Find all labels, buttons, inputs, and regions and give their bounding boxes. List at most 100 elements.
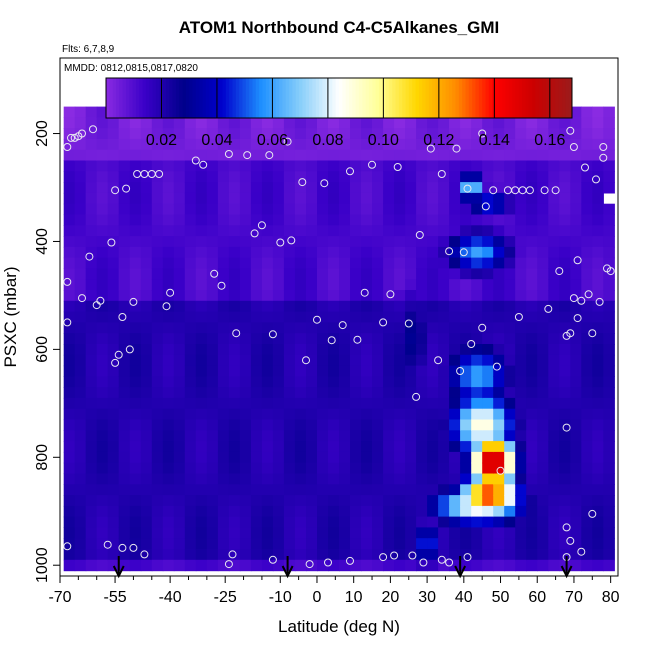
heatmap-cell: [394, 354, 406, 367]
heatmap-cell: [85, 128, 98, 140]
heatmap-cell: [372, 322, 384, 334]
heatmap-cell: [449, 117, 461, 129]
heatmap-cell: [361, 505, 373, 518]
heatmap-cell: [283, 473, 296, 485]
heatmap-cell: [515, 559, 527, 572]
heatmap-cell: [361, 138, 373, 151]
heatmap-cell: [250, 559, 263, 572]
heatmap-cell: [184, 559, 197, 572]
heatmap-cell: [306, 559, 318, 572]
heatmap-cell: [195, 257, 208, 269]
heatmap-cell: [526, 214, 538, 226]
heatmap-cell: [350, 484, 362, 496]
heatmap-cell: [151, 149, 164, 162]
heatmap-cell: [449, 451, 461, 464]
heatmap-cell: [118, 559, 131, 572]
heatmap-cell: [173, 333, 186, 345]
heatmap-cell: [228, 387, 241, 399]
heatmap-cell: [140, 236, 153, 248]
heatmap-cell: [592, 290, 604, 302]
heatmap-cell: [416, 203, 428, 216]
heatmap-cell: [272, 441, 285, 453]
heatmap-cell: [250, 397, 263, 410]
heatmap-cell: [239, 268, 252, 280]
heatmap-cell: [206, 333, 219, 345]
heatmap-cell: [195, 203, 208, 216]
heatmap-cell: [361, 128, 373, 140]
sample-point: [243, 151, 252, 160]
heatmap-cell: [195, 160, 208, 172]
heatmap-cell: [570, 333, 582, 345]
heatmap-cell: [339, 441, 351, 453]
heatmap-cell: [140, 203, 153, 216]
heatmap-cell: [228, 149, 241, 162]
heatmap-cell: [283, 559, 296, 572]
heatmap-cell: [405, 236, 417, 248]
heatmap-cell: [184, 290, 197, 302]
heatmap-cell: [570, 322, 582, 334]
heatmap-cell: [250, 257, 263, 269]
heatmap-cell: [129, 117, 142, 129]
heatmap-cell: [217, 344, 230, 356]
heatmap-cell: [272, 279, 285, 291]
heatmap-cell: [526, 290, 538, 302]
heatmap-cell: [592, 149, 604, 162]
heatmap-cell: [570, 538, 582, 550]
heatmap-cell: [317, 430, 329, 442]
heatmap-cell: [228, 516, 241, 528]
heatmap-cell: [416, 430, 428, 442]
heatmap-cell: [537, 290, 549, 302]
heatmap-cell: [350, 138, 362, 151]
heatmap-cell: [239, 538, 252, 550]
heatmap-cell: [372, 397, 384, 410]
heatmap-cell: [74, 559, 87, 572]
colorbar-segment: [402, 78, 407, 118]
heatmap-cell: [592, 236, 604, 248]
heatmap-cell: [261, 138, 274, 151]
heatmap-cell: [427, 279, 439, 291]
heatmap-cell: [493, 268, 505, 280]
heatmap-cell: [548, 236, 560, 248]
heatmap-cell: [129, 311, 142, 323]
heatmap-cell: [372, 171, 384, 183]
heatmap-cell: [603, 559, 615, 572]
heatmap-cell: [361, 354, 373, 367]
heatmap-cell: [206, 290, 219, 302]
heatmap-cell: [559, 138, 571, 151]
heatmap-cell: [184, 300, 197, 313]
heatmap-cell: [581, 549, 593, 561]
heatmap-cell: [515, 333, 527, 345]
colorbar-segment: [106, 78, 110, 118]
heatmap-cell: [217, 128, 230, 140]
heatmap-cell: [581, 268, 593, 280]
heatmap-cell: [107, 192, 120, 205]
heatmap-cell: [217, 538, 230, 550]
heatmap-cell: [294, 279, 307, 291]
heatmap-cell: [206, 516, 219, 528]
heatmap-cell: [250, 149, 263, 162]
heatmap-cell: [361, 117, 373, 129]
heatmap-cell: [272, 387, 285, 399]
heatmap-cell: [162, 171, 175, 183]
heatmap-cell: [515, 203, 527, 216]
heatmap-cell: [581, 462, 593, 475]
heatmap-cell: [515, 397, 527, 410]
heatmap-cell: [559, 387, 571, 399]
heatmap-cell: [603, 236, 615, 248]
heatmap-cell: [195, 549, 208, 561]
heatmap-cell: [195, 117, 208, 129]
heatmap-cell: [228, 441, 241, 453]
heatmap-cell: [548, 138, 560, 151]
colorbar-tick-label: 0.06: [257, 132, 288, 149]
colorbar-segment: [245, 78, 250, 118]
heatmap-cell: [140, 505, 153, 518]
heatmap-cell: [482, 408, 494, 421]
heatmap-cell: [272, 257, 285, 269]
heatmap-cell: [206, 354, 219, 367]
heatmap-cell: [405, 527, 417, 539]
heatmap-cell: [74, 441, 87, 453]
sample-point: [96, 296, 105, 305]
colorbar-segment: [468, 78, 473, 118]
colorbar-segment: [348, 78, 353, 118]
heatmap-cell: [581, 333, 593, 345]
